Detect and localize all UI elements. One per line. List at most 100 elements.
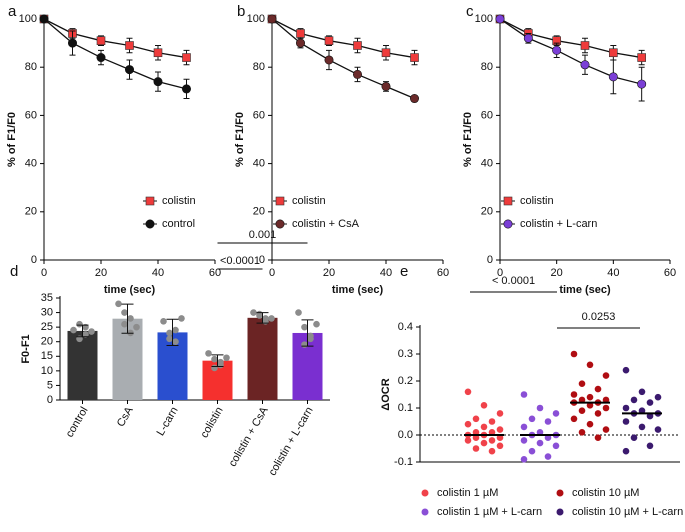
data-point xyxy=(301,341,308,348)
bar xyxy=(247,317,278,400)
x-tick-label: 0 xyxy=(41,267,47,279)
data-point xyxy=(256,310,263,318)
data-point xyxy=(528,415,536,423)
data-point xyxy=(464,437,472,444)
significance-label: 0.0253 xyxy=(582,311,616,323)
x-tick-label: 20 xyxy=(323,267,335,279)
data-point xyxy=(578,380,586,388)
x-tick-label: 0 xyxy=(269,267,275,279)
data-point xyxy=(570,391,578,398)
data-point xyxy=(520,423,528,431)
y-tick-label: 0.0 xyxy=(398,429,413,441)
data-point xyxy=(39,14,49,24)
data-point xyxy=(324,36,334,45)
legend-label: colistin xyxy=(162,195,196,207)
x-tick-label: 20 xyxy=(95,267,107,279)
legend-label: colistin 1 µM + L-carn xyxy=(437,506,542,518)
data-point xyxy=(96,53,106,63)
y-tick-label: 40 xyxy=(481,158,493,170)
legend-marker xyxy=(556,508,564,516)
x-tick-label: 20 xyxy=(551,267,563,279)
y-tick-label: -0.1 xyxy=(394,456,413,468)
data-point xyxy=(496,442,504,450)
data-point xyxy=(262,318,269,325)
x-tick-label: control xyxy=(64,405,91,440)
x-tick-label: 60 xyxy=(209,267,221,279)
data-point xyxy=(178,315,185,322)
data-point xyxy=(536,439,544,447)
data-point xyxy=(638,388,646,396)
data-point xyxy=(646,399,654,406)
data-point xyxy=(488,447,496,455)
data-point xyxy=(324,55,334,65)
data-point xyxy=(488,429,496,436)
data-point xyxy=(410,53,419,62)
data-point xyxy=(166,329,173,337)
data-point xyxy=(638,423,646,431)
panel-letter: d xyxy=(10,263,18,280)
y-tick-label: 60 xyxy=(253,109,265,121)
legend-label: colistin + L-carn xyxy=(520,218,597,230)
data-point xyxy=(381,81,391,91)
data-point xyxy=(295,38,305,48)
significance-label: 0.001 xyxy=(249,229,277,241)
y-tick-label: 40 xyxy=(25,158,37,170)
data-point xyxy=(622,404,630,412)
data-point xyxy=(496,410,504,417)
series-line xyxy=(43,18,187,59)
data-point xyxy=(267,14,277,24)
y-tick-label: 0.2 xyxy=(398,375,413,387)
data-point xyxy=(594,434,602,442)
y-tick-label: 100 xyxy=(475,13,493,25)
data-point xyxy=(352,69,362,79)
y-tick-label: 10 xyxy=(41,365,53,377)
data-point xyxy=(223,354,230,362)
x-tick-label: colistin + CsA xyxy=(227,404,271,469)
y-tick-label: 100 xyxy=(247,13,265,25)
y-tick-label: 0.1 xyxy=(398,402,413,414)
data-point xyxy=(495,14,505,24)
data-point xyxy=(496,434,504,442)
x-tick-label: CsA xyxy=(115,404,136,429)
legend-label: colistin xyxy=(292,195,326,207)
y-tick-label: 80 xyxy=(25,61,37,73)
data-point xyxy=(268,315,275,322)
data-point xyxy=(552,45,562,55)
data-point xyxy=(552,410,560,417)
x-tick-label: 60 xyxy=(664,267,676,279)
data-point xyxy=(488,437,496,444)
data-point xyxy=(520,437,528,444)
x-tick-label: 40 xyxy=(607,267,619,279)
legend-marker xyxy=(275,219,285,229)
data-point xyxy=(480,402,488,409)
data-point xyxy=(630,434,638,442)
data-point xyxy=(602,372,610,379)
data-point xyxy=(630,396,638,404)
data-point xyxy=(586,420,594,428)
data-point xyxy=(296,29,305,38)
data-point xyxy=(125,41,134,50)
legend-marker xyxy=(421,489,429,497)
data-point xyxy=(464,388,472,396)
significance-label: < 0.0001 xyxy=(492,275,535,287)
x-axis-label: time (sec) xyxy=(332,284,384,296)
data-point xyxy=(211,364,218,372)
data-point xyxy=(637,53,646,62)
legend-label: colistin 10 µM xyxy=(572,487,639,499)
data-point xyxy=(182,53,191,62)
data-point xyxy=(536,404,544,412)
x-axis-label: time (sec) xyxy=(559,284,611,296)
data-point xyxy=(480,439,488,447)
data-point xyxy=(578,429,586,436)
y-tick-label: 0.3 xyxy=(398,348,413,360)
series-line xyxy=(499,18,642,59)
data-point xyxy=(536,429,544,436)
y-axis-label: ΔOCR xyxy=(380,378,392,410)
data-point xyxy=(570,350,578,358)
data-point xyxy=(646,412,654,420)
data-point xyxy=(638,407,646,415)
series-line xyxy=(499,18,642,85)
error-bar xyxy=(256,312,269,324)
data-point xyxy=(353,41,362,50)
